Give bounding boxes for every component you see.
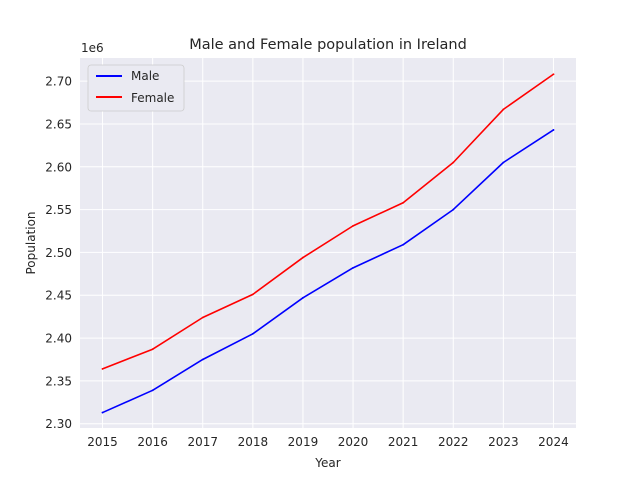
data-point-male (452, 208, 455, 211)
y-tick-label: 2.45 (45, 289, 72, 303)
legend-label-female: Female (131, 91, 174, 105)
data-point-male (251, 332, 254, 335)
data-point-female (151, 348, 154, 351)
y-axis-label: Population (24, 211, 38, 274)
data-point-female (552, 73, 555, 76)
x-tick-label: 2017 (187, 435, 218, 449)
data-point-female (201, 316, 204, 319)
x-tick-label: 2018 (238, 435, 269, 449)
y-offset-label: 1e6 (81, 41, 104, 55)
y-tick-label: 2.40 (45, 332, 72, 346)
y-tick-label: 2.65 (45, 117, 72, 131)
data-point-female (352, 224, 354, 227)
data-point-male (352, 266, 354, 269)
y-tick-label: 2.30 (45, 417, 72, 431)
data-point-female (101, 368, 104, 370)
x-tick-label: 2022 (438, 435, 469, 449)
y-tick-label: 2.55 (45, 203, 72, 217)
data-point-female (502, 108, 505, 111)
series-line-female (101, 73, 555, 370)
grid (80, 58, 576, 428)
data-point-female (402, 201, 405, 204)
data-point-male (302, 296, 304, 299)
x-axis-label: Year (314, 456, 340, 470)
x-tick-label: 2016 (137, 435, 168, 449)
y-axis-ticks: 2.30 2.35 2.40 2.45 2.50 2.55 2.60 2.65 2.70 (45, 75, 72, 432)
x-tick-label: 2020 (338, 435, 369, 449)
y-tick-label: 2.60 (45, 160, 72, 174)
x-tick-label: 2023 (488, 435, 519, 449)
plot-area (80, 58, 576, 428)
y-tick-label: 2.70 (45, 75, 72, 89)
data-point-female (302, 256, 304, 259)
series-lines (101, 73, 555, 414)
data-point-male (402, 243, 405, 246)
data-point-male (502, 161, 505, 164)
x-tick-label: 2019 (288, 435, 319, 449)
series-line-male (101, 129, 555, 414)
legend: Male Female (87, 64, 185, 112)
x-tick-label: 2024 (538, 435, 569, 449)
legend-label-male: Male (131, 69, 159, 83)
data-point-male (101, 411, 104, 414)
y-tick-label: 2.50 (45, 246, 72, 260)
x-axis-ticks: 2015 2016 2017 2018 2019 2020 2021 2022 2023 2024 (87, 435, 568, 449)
data-point-female (452, 161, 455, 164)
x-tick-label: 2021 (388, 435, 419, 449)
data-point-male (201, 358, 204, 361)
y-tick-label: 2.35 (45, 374, 72, 388)
data-point-male (552, 129, 555, 131)
x-tick-label: 2015 (87, 435, 118, 449)
data-point-female (251, 293, 254, 296)
data-point-male (151, 389, 154, 392)
chart-title: Male and Female population in Ireland (189, 37, 467, 53)
